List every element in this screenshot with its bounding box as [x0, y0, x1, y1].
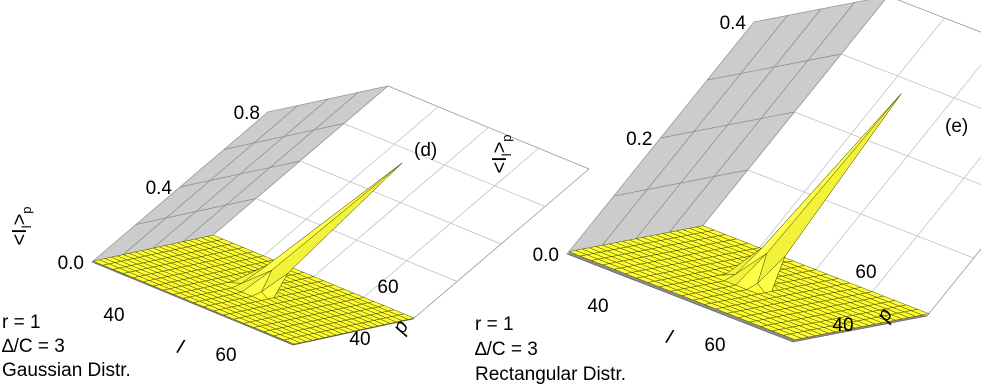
annotation-note: r = 1	[475, 314, 514, 335]
wall-gridline	[151, 98, 329, 250]
wall-gridline	[121, 105, 299, 256]
z-tick-label: 0.2	[626, 129, 652, 150]
panel-label: (d)	[414, 140, 437, 161]
annotation-note: ∆/C = 3	[475, 339, 538, 360]
z-title-close: >	[489, 142, 511, 154]
z-title-sub: l	[19, 225, 34, 228]
z-title-main: <I	[489, 156, 511, 173]
wall-gridline	[262, 106, 439, 258]
wall-gridline	[870, 156, 981, 295]
z-tick-label: 0.4	[720, 13, 747, 34]
x-tick-label: 40	[103, 305, 124, 326]
wall-gridline	[181, 92, 359, 243]
surface-cell	[283, 338, 301, 345]
z-tick-label: 0.4	[146, 178, 173, 199]
wall-gridline	[633, 8, 822, 242]
surface-mesh	[568, 93, 930, 340]
wall-gridline	[600, 15, 788, 248]
wall-gridline	[312, 127, 489, 278]
x-tick-label: 60	[215, 345, 236, 366]
x-tick-label: 60	[704, 335, 725, 356]
x-tick-label: 40	[587, 296, 608, 317]
annotation-note: Gaussian Distr.	[2, 360, 131, 381]
panel-label: (e)	[945, 116, 968, 137]
y-tick-label: 60	[377, 277, 398, 298]
z-tick-label: 0.0	[533, 245, 559, 266]
z-axis-title: <Il>p	[9, 206, 34, 245]
wall-gridline	[813, 64, 981, 273]
z-title-sub2: p	[499, 134, 514, 141]
z-title-main: <I	[9, 228, 31, 245]
z-tick-label: 0.0	[58, 253, 84, 274]
z-title-sub2: p	[19, 206, 34, 213]
x-axis-title: l	[663, 326, 675, 348]
annotation-note: ∆/C = 3	[2, 336, 65, 357]
z-title-close: >	[9, 214, 31, 226]
x-axis-title: l	[174, 336, 186, 358]
z-tick-label: 0.8	[234, 103, 260, 124]
surface-cell	[783, 333, 802, 340]
z-axis-title: <Il>p	[489, 134, 514, 173]
surface-panel-2: 0.0 0.2 0.4 40 60 60 40 l p<Il>p (e) r = 1 ∆/C = 3 R…	[475, 0, 981, 385]
wall-gridline	[362, 147, 539, 299]
annotation-note: r = 1	[2, 312, 41, 333]
surface-mesh	[92, 162, 415, 345]
z-title-sub: l	[499, 153, 514, 156]
wall-gridline	[757, 17, 945, 251]
annotation-note: Rectangular Distr.	[475, 364, 626, 385]
y-tick-label: 40	[832, 315, 853, 336]
y-tick-label: 40	[349, 329, 370, 350]
wall-gridline	[667, 2, 855, 235]
y-tick-label: 60	[855, 262, 876, 283]
